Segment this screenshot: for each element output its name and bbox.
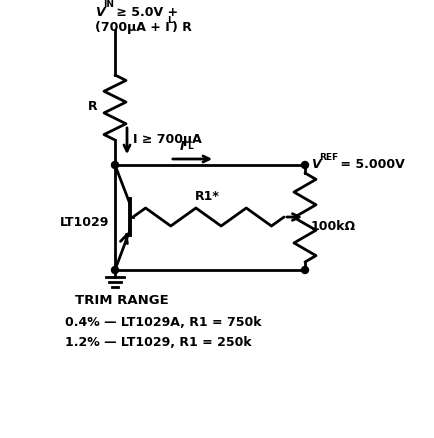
- Text: LT1029: LT1029: [60, 215, 109, 229]
- Text: = 5.000V: = 5.000V: [335, 159, 404, 172]
- Text: REF: REF: [318, 153, 337, 162]
- Text: ) R: ) R: [171, 21, 191, 35]
- Circle shape: [111, 266, 118, 273]
- Circle shape: [301, 266, 308, 273]
- Circle shape: [111, 162, 118, 169]
- Text: ≥ 5.0V +: ≥ 5.0V +: [112, 6, 178, 18]
- Circle shape: [301, 162, 308, 169]
- Text: L: L: [167, 16, 172, 25]
- Text: R1*: R1*: [194, 191, 219, 204]
- Text: 1.2% — LT1029, R1 = 250k: 1.2% — LT1029, R1 = 250k: [65, 336, 251, 350]
- Text: 0.4% — LT1029A, R1 = 750k: 0.4% — LT1029A, R1 = 750k: [65, 315, 261, 328]
- Text: V: V: [310, 159, 320, 172]
- Text: I: I: [180, 141, 184, 153]
- Text: R: R: [88, 100, 98, 113]
- Text: (700μA + I: (700μA + I: [95, 21, 169, 35]
- Text: 100kΩ: 100kΩ: [310, 220, 355, 233]
- Text: V: V: [95, 6, 105, 18]
- Text: L: L: [187, 142, 192, 151]
- Text: TRIM RANGE: TRIM RANGE: [75, 293, 168, 307]
- Text: I ≥ 700μA: I ≥ 700μA: [133, 134, 201, 146]
- Text: IN: IN: [103, 0, 114, 9]
